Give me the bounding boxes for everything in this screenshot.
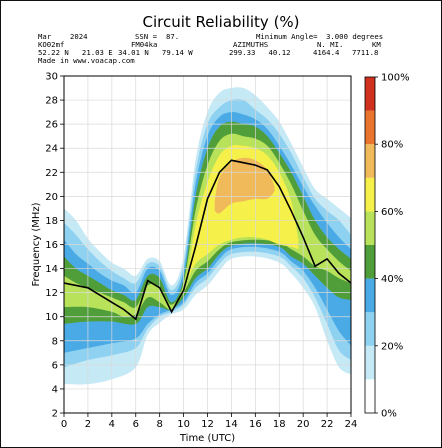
y-tick-label-4: 4 (52, 384, 58, 395)
header-nmi: 4164.4 (313, 48, 340, 57)
y-tick-label-30: 30 (45, 72, 58, 83)
header-min-angle: 3.000 degrees (326, 32, 384, 41)
x-tick-label-12: 12 (201, 419, 214, 430)
y-tick-label-2: 2 (52, 409, 58, 420)
y-axis-label: Frequency (MHz) (31, 202, 42, 286)
x-tick-label-10: 10 (177, 419, 190, 430)
x-tick-label-24: 24 (345, 419, 358, 430)
colorbar-tick-label-0: 0% (381, 409, 397, 420)
colorbar-tick-label-40: 40% (381, 274, 403, 285)
colorbar-segment-0 (365, 379, 375, 413)
y-tick-label-8: 8 (52, 336, 58, 347)
y-tick-label-22: 22 (45, 168, 58, 179)
y-tick-label-24: 24 (45, 144, 58, 155)
header-tx-coords: 52.22 N 21.03 E (38, 48, 113, 57)
colorbar-segment-20 (365, 312, 375, 346)
chart-title: Circuit Reliability (%) (142, 13, 300, 31)
header-rx-call: FM04ka (131, 40, 158, 49)
header-rx-coords: 34.01 N 79.14 W (118, 48, 193, 57)
colorbar-segment-50 (365, 211, 375, 245)
header-min-angle-label: Minimum Angle= (256, 32, 318, 41)
colorbar-tick-label-80: 80% (381, 140, 403, 151)
y-tick-label-18: 18 (45, 216, 58, 227)
y-tick-label-12: 12 (45, 288, 58, 299)
y-tick-label-16: 16 (45, 240, 58, 251)
colorbar-segment-10 (365, 345, 375, 380)
y-tick-label-28: 28 (45, 96, 58, 107)
x-tick-label-6: 6 (133, 419, 139, 430)
colorbar-segment-80 (365, 110, 375, 145)
x-tick-label-20: 20 (297, 419, 310, 430)
header-tx-call: KO02mf (38, 40, 65, 49)
header-azimuths-label: AZIMUTHS (233, 40, 269, 49)
colorbar-segment-30 (365, 278, 375, 313)
colorbar-segment-40 (365, 245, 375, 279)
colorbar-frame (364, 76, 376, 414)
y-tick-label-20: 20 (45, 192, 58, 203)
y-tick-label-26: 26 (45, 120, 58, 131)
x-tick-label-18: 18 (273, 419, 286, 430)
y-tick-label-6: 6 (52, 360, 58, 371)
header-ssn: 87. (166, 32, 180, 41)
x-tick-label-16: 16 (249, 419, 262, 430)
header-azimuths: 299.33 40.12 (229, 48, 291, 57)
colorbar-tick-label-20: 20% (381, 341, 403, 352)
y-tick-label-14: 14 (45, 264, 58, 275)
header-month: Mar (38, 32, 52, 41)
x-tick-label-2: 2 (85, 419, 91, 430)
contour-band-70 (214, 157, 275, 214)
header-km: 7711.8 (352, 48, 379, 57)
header-km-label: KM (372, 40, 381, 49)
colorbar-segment-70 (365, 144, 375, 178)
x-tick-label-22: 22 (321, 419, 334, 430)
header-ssn-label: SSN = (135, 32, 157, 41)
colorbar-segment-60 (365, 177, 375, 212)
x-tick-label-8: 8 (156, 419, 162, 430)
x-tick-label-4: 4 (109, 419, 115, 430)
header-made-in: Made in www.voacap.com (38, 56, 135, 65)
colorbar-tick-label-100: 100% (381, 73, 410, 84)
colorbar-tick-label-60: 60% (381, 207, 403, 218)
x-tick-label-0: 0 (61, 419, 67, 430)
x-axis-label: Time (UTC) (179, 433, 235, 444)
muf-line (64, 159, 351, 321)
colorbar-segment-90 (365, 77, 375, 111)
x-tick-label-14: 14 (225, 419, 238, 430)
y-tick-label-10: 10 (45, 312, 58, 323)
header-nmi-label: N. MI. (317, 40, 344, 49)
header-year: 2024 (70, 32, 88, 41)
